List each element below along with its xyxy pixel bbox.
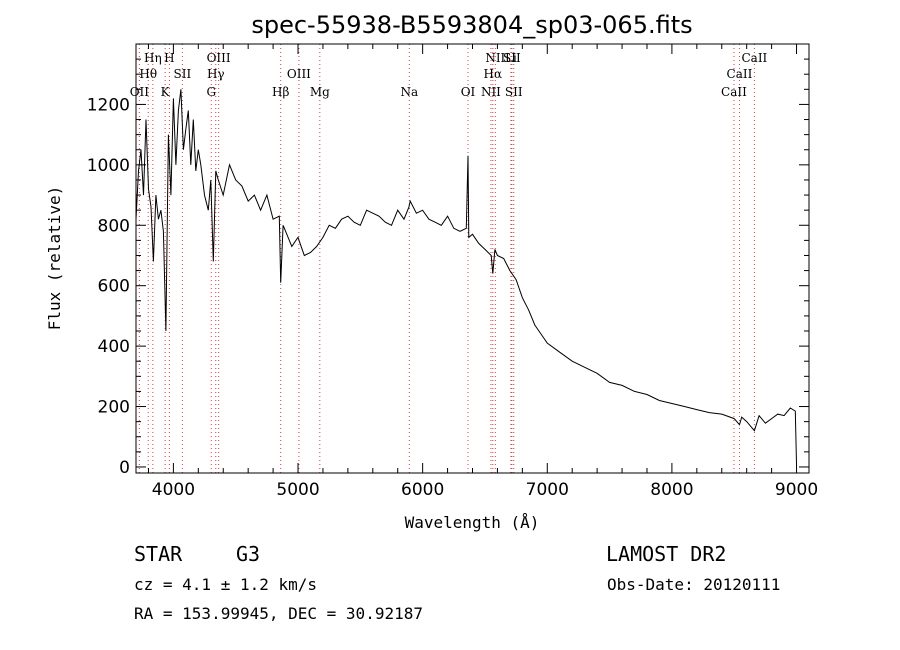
spectral-line-label: NII <box>485 51 505 65</box>
x-axis-label: Wavelength (Å) <box>405 513 540 532</box>
x-tick-label: 7000 <box>526 480 569 500</box>
spectral-line-label: Na <box>400 85 418 99</box>
spectral-line-label: SII <box>503 51 521 65</box>
spectral-line-label: Hη <box>144 51 162 65</box>
y-tick-label: 600 <box>98 277 130 297</box>
x-tick-label: 9000 <box>775 480 818 500</box>
x-tick-label: 5000 <box>276 480 319 500</box>
spectral-line-label: SII <box>174 67 192 81</box>
coordinates-text: RA = 153.99945, DEC = 30.92187 <box>134 604 423 623</box>
y-axis-label: Flux (relative) <box>45 186 64 331</box>
chart-title: spec-55938-B5593804_sp03-065.fits <box>251 11 692 39</box>
y-tick-label: 1000 <box>87 156 130 176</box>
y-tick-label: 200 <box>98 398 130 418</box>
y-tick-label: 800 <box>98 216 130 236</box>
spectral-line-markers <box>138 44 755 473</box>
spectral-line-label: OIII <box>207 51 231 65</box>
spectral-line-label: CaII <box>741 51 767 65</box>
y-tick-label: 400 <box>98 337 130 357</box>
x-tick-label: 4000 <box>152 480 195 500</box>
spectral-line-label: Mg <box>310 85 330 99</box>
x-tick-label: 8000 <box>650 480 693 500</box>
object-class: STAR <box>134 542 183 566</box>
spectral-line-label: Hα <box>484 67 503 81</box>
spectral-line-label: OII <box>130 85 150 99</box>
spectral-line-label: Hθ <box>139 67 157 81</box>
spectral-line-label: SII <box>505 85 523 99</box>
redshift-text: cz = 4.1 ± 1.2 km/s <box>134 575 317 594</box>
spectral-line-label: OIII <box>287 67 311 81</box>
spectral-line-label: CaII <box>721 85 747 99</box>
spectral-line-label: CaII <box>727 67 753 81</box>
x-axis-ticks: 4000 5000 6000 7000 8000 9000 <box>147 44 818 500</box>
x-tick-label: 6000 <box>401 480 444 500</box>
spectral-line-label: Li <box>505 51 517 65</box>
spectral-line-label: Hγ <box>207 67 225 81</box>
plot-frame <box>135 43 810 474</box>
flux-series-line <box>135 89 797 464</box>
y-tick-label: 0 <box>119 458 130 478</box>
observation-date: Obs-Date: 20120111 <box>607 575 780 594</box>
spectral-line-label: NII <box>481 85 501 99</box>
spectral-line-label: Hβ <box>272 85 289 99</box>
spectral-line-label: G <box>206 85 216 99</box>
object-subclass: G3 <box>236 542 260 566</box>
y-axis-ticks: 0 200 400 600 800 1000 1200 <box>87 58 809 478</box>
spectral-line-label: K <box>161 85 171 99</box>
survey-name: LAMOST DR2 <box>606 542 726 566</box>
y-tick-label: 1200 <box>87 95 130 115</box>
spectral-line-label: H <box>164 51 174 65</box>
spectral-line-label: OI <box>461 85 476 99</box>
